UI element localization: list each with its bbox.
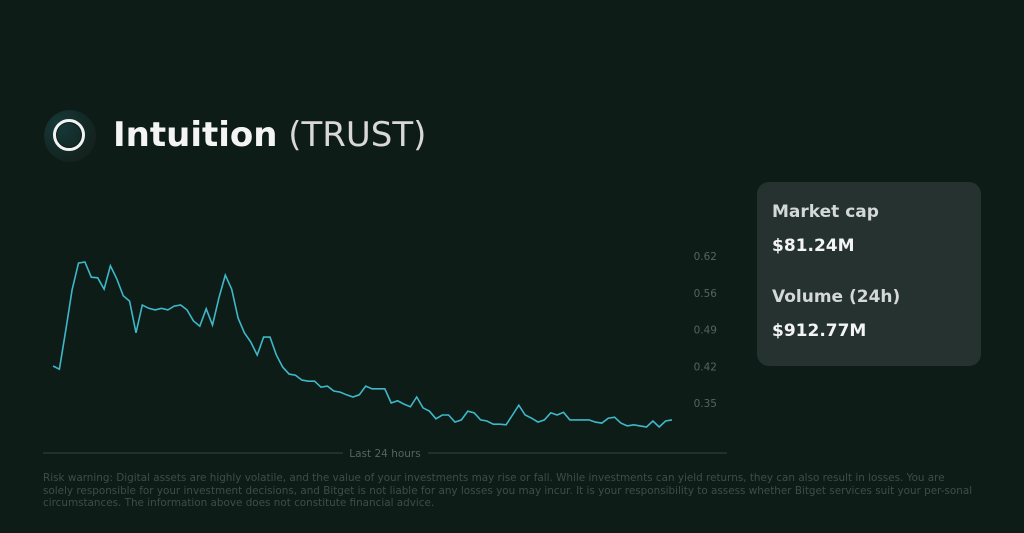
page-title: Intuition (TRUST) (113, 113, 426, 157)
price-chart: 0.62 0.56 0.49 0.42 0.35 Last 24 hours (43, 251, 727, 460)
risk-disclaimer: Risk warning: Digital assets are highly … (43, 472, 973, 510)
stats-card: Market cap $81.24M Volume (24h) $912.77M (757, 182, 981, 366)
y-tick-label: 0.62 (694, 251, 717, 263)
y-tick-label: 0.56 (694, 288, 718, 300)
y-tick-label: 0.35 (694, 398, 717, 410)
y-tick-label: 0.42 (694, 361, 717, 373)
volume-value: $912.77M (772, 321, 867, 341)
volume-label: Volume (24h) (772, 287, 901, 307)
y-tick-label: 0.49 (694, 325, 717, 337)
intuition-logo-icon (44, 110, 96, 162)
market-cap-value: $81.24M (772, 236, 855, 256)
coin-name: Intuition (113, 115, 278, 155)
market-cap-label: Market cap (772, 202, 879, 222)
price-line (52, 261, 673, 429)
x-axis-label: Last 24 hours (349, 448, 420, 460)
coin-symbol: (TRUST) (288, 115, 427, 155)
